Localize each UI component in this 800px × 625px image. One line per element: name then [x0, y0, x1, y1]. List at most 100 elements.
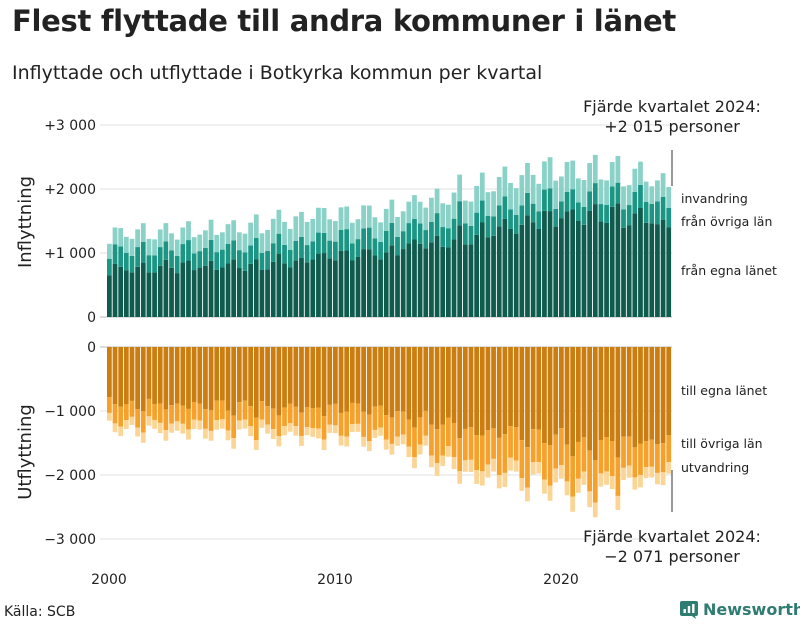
bar-segment-utvandring	[553, 468, 559, 483]
bar-segment-till-övriga-län	[344, 411, 350, 437]
bar-segment-från-övriga-län	[361, 228, 366, 250]
bar-segment-från-övriga-län	[451, 218, 457, 240]
bar-segment-till-egna-länet	[643, 347, 649, 442]
bar-segment-från-egna-länet	[203, 265, 208, 317]
bar-segment-från-övriga-län	[135, 247, 140, 267]
bar-segment-till-egna-länet	[451, 347, 457, 423]
x-tick-label: 2020	[543, 572, 579, 588]
bar-segment-utvandring	[214, 420, 220, 430]
bar-segment-utvandring	[525, 487, 530, 502]
bar-segment-invandring	[423, 207, 429, 231]
bar-segment-från-övriga-län	[225, 243, 231, 264]
bar-segment-från-egna-länet	[372, 255, 378, 317]
bar-segment-till-övriga-län	[592, 460, 598, 503]
bar-segment-till-egna-länet	[333, 347, 338, 404]
bar-segment-från-övriga-län	[208, 239, 214, 261]
bar-segment-från-egna-länet	[333, 260, 338, 317]
bar-segment-invandring	[180, 227, 186, 245]
bar-segment-invandring	[400, 211, 406, 232]
bar-segment-till-övriga-län	[186, 408, 191, 430]
bar-segment-till-egna-länet	[575, 347, 581, 442]
bar-segment-från-övriga-län	[310, 241, 316, 260]
bar-segment-från-övriga-län	[491, 216, 496, 236]
bar-segment-till-egna-länet	[304, 347, 310, 407]
bar-segment-från-egna-länet	[417, 243, 423, 317]
bar-segment-till-egna-länet	[107, 347, 112, 397]
bar-segment-från-övriga-län	[587, 191, 592, 211]
bar-segment-från-egna-länet	[462, 244, 468, 317]
bar-segment-från-övriga-län	[355, 239, 361, 257]
bar-segment-utvandring	[355, 423, 361, 432]
bar-segment-till-övriga-län	[231, 415, 237, 439]
bar-segment-från-egna-länet	[338, 250, 344, 317]
bar-segment-invandring	[253, 214, 259, 239]
bar-segment-från-egna-länet	[609, 206, 615, 317]
bar-segment-utvandring	[248, 426, 253, 437]
bar-segment-utvandring	[434, 463, 440, 476]
bar-segment-till-övriga-län	[559, 428, 564, 466]
bar-segment-till-övriga-län	[429, 424, 434, 456]
bar-segment-från-egna-länet	[191, 270, 197, 317]
bar-segment-från-egna-länet	[395, 255, 400, 317]
bar-segment-från-egna-länet	[135, 266, 140, 317]
bar-segment-invandring	[570, 160, 576, 190]
bar-segment-invandring	[349, 222, 355, 244]
bar-segment-invandring	[462, 200, 468, 224]
bar-segment-till-övriga-län	[135, 409, 140, 428]
bar-segment-från-egna-länet	[129, 272, 135, 317]
bar-segment-från-övriga-län	[474, 212, 479, 235]
brand-logo: Newsworthy	[680, 600, 800, 619]
bar-segment-från-egna-länet	[598, 221, 604, 317]
bar-segment-invandring	[231, 220, 237, 241]
bar-segment-invandring	[186, 221, 191, 241]
bar-segment-från-övriga-län	[417, 223, 423, 244]
bar-segment-från-egna-länet	[208, 260, 214, 317]
bar-segment-till-egna-länet	[559, 347, 564, 429]
bar-segment-invandring	[406, 201, 412, 224]
bar-segment-till-övriga-län	[462, 428, 468, 461]
bar-segment-invandring	[383, 208, 389, 231]
bar-segment-från-övriga-län	[406, 223, 412, 244]
bar-segment-invandring	[214, 234, 220, 253]
bar-segment-till-egna-länet	[214, 347, 220, 401]
bar-segment-till-övriga-län	[378, 405, 383, 428]
bar-segment-utvandring	[129, 416, 135, 425]
bar-segment-till-övriga-län	[530, 429, 536, 463]
bar-segment-från-egna-länet	[366, 249, 372, 317]
bar-segment-från-egna-länet	[197, 267, 203, 317]
bar-segment-från-egna-länet	[389, 245, 395, 317]
bar-segment-utvandring	[123, 420, 129, 430]
bar-segment-till-egna-länet	[265, 347, 270, 407]
bar-segment-till-övriga-län	[621, 436, 626, 468]
bar-segment-till-övriga-län	[214, 400, 220, 421]
bar-segment-till-övriga-län	[349, 402, 355, 425]
bar-segment-till-egna-länet	[248, 347, 253, 407]
bar-segment-från-övriga-län	[253, 238, 259, 260]
bar-segment-till-egna-länet	[626, 347, 632, 437]
bar-segment-till-egna-länet	[197, 347, 203, 404]
bar-segment-till-egna-länet	[519, 347, 525, 441]
bar-segment-utvandring	[112, 423, 118, 433]
bar-segment-utvandring	[366, 441, 372, 452]
bar-segment-till-egna-länet	[242, 347, 248, 401]
bar-segment-från-övriga-län	[140, 241, 146, 263]
bar-segment-invandring	[446, 204, 451, 229]
bar-segment-från-egna-länet	[525, 215, 530, 317]
bar-segment-från-egna-länet	[242, 270, 248, 317]
bar-segment-till-övriga-län	[479, 435, 485, 472]
bar-segment-till-egna-länet	[135, 347, 140, 410]
bar-segment-till-egna-länet	[287, 347, 293, 404]
bar-segment-utvandring	[604, 471, 609, 485]
bar-segment-till-egna-länet	[536, 347, 542, 430]
bar-segment-till-övriga-län	[604, 437, 609, 472]
bar-segment-från-egna-länet	[214, 269, 220, 317]
bar-segment-invandring	[513, 188, 519, 215]
bar-segment-till-egna-länet	[186, 347, 191, 409]
bar-segment-från-övriga-län	[400, 231, 406, 250]
bar-segment-från-egna-länet	[496, 226, 502, 317]
bar-segment-invandring	[208, 219, 214, 240]
bar-segment-invandring	[434, 188, 440, 214]
bar-segment-utvandring	[383, 439, 389, 450]
bar-segment-från-övriga-län	[248, 245, 253, 264]
bar-segment-till-övriga-län	[163, 409, 169, 431]
